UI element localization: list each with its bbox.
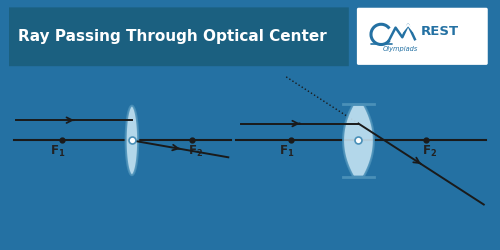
Polygon shape xyxy=(343,104,374,176)
Text: $\mathbf{F_1}$: $\mathbf{F_1}$ xyxy=(50,144,66,159)
Text: $\mathbf{F_2}$: $\mathbf{F_2}$ xyxy=(188,144,204,159)
Text: $\mathbf{F_2}$: $\mathbf{F_2}$ xyxy=(422,144,438,159)
Text: Olympiads: Olympiads xyxy=(382,46,418,52)
FancyBboxPatch shape xyxy=(9,8,349,66)
FancyBboxPatch shape xyxy=(356,7,488,66)
Text: $\mathbf{F_1}$: $\mathbf{F_1}$ xyxy=(280,144,295,159)
Polygon shape xyxy=(126,106,138,175)
Text: Ray Passing Through Optical Center: Ray Passing Through Optical Center xyxy=(18,29,326,44)
Text: REST: REST xyxy=(421,25,459,38)
